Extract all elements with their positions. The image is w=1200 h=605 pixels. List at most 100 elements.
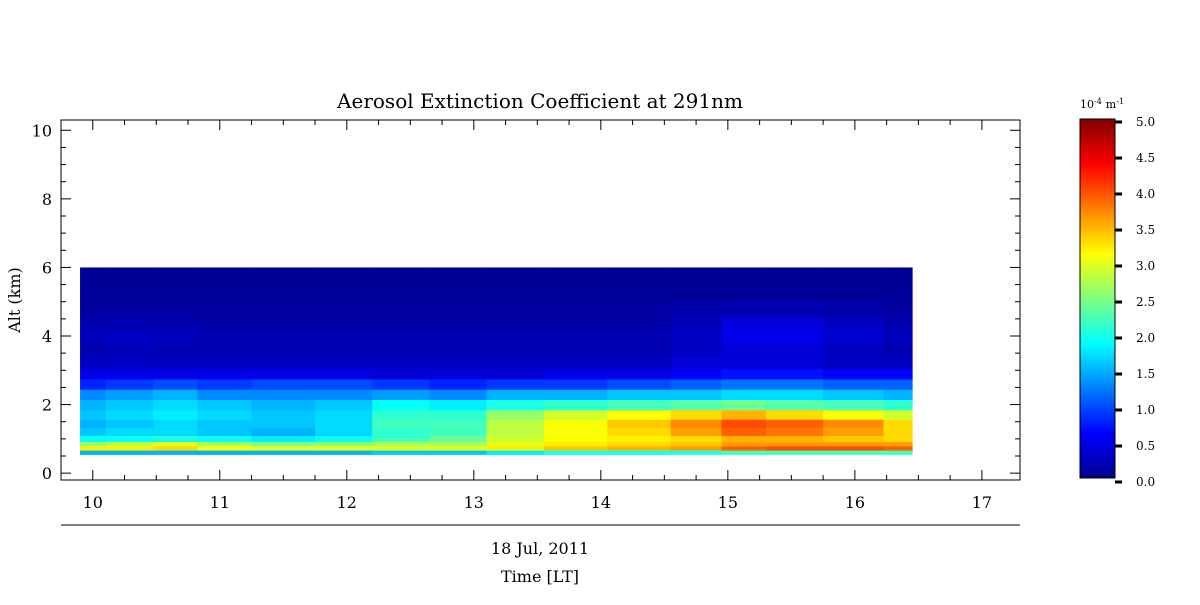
heatmap-cell (429, 445, 488, 451)
heatmap-cell (105, 378, 154, 390)
heatmap-cell (543, 300, 608, 318)
heatmap-cell (883, 409, 913, 420)
y-tick-label: 4 (42, 327, 52, 346)
heatmap-cell (153, 450, 199, 455)
heatmap-cell (823, 450, 885, 455)
heatmap-cell (765, 445, 824, 451)
heatmap-cell (429, 300, 488, 318)
heatmap-cell (315, 399, 373, 411)
heatmap-cell (372, 330, 430, 344)
heatmap-cell (197, 419, 253, 429)
heatmap-cell (883, 300, 913, 318)
heatmap-cell (315, 330, 373, 344)
heatmap-cell (80, 409, 107, 420)
heatmap-cell (543, 419, 608, 429)
heatmap-cell (429, 441, 488, 447)
heatmap-cell (251, 300, 316, 318)
heatmap-cell (372, 445, 430, 451)
heatmap-cell (670, 279, 723, 301)
heatmap-cell (251, 450, 316, 455)
heatmap-cell (883, 356, 913, 370)
heatmap-cell (543, 409, 608, 420)
heatmap-cell (607, 356, 672, 370)
heatmap-cell (543, 267, 608, 281)
y-tick-label: 10 (32, 121, 52, 140)
heatmap-cell (486, 317, 545, 332)
heatmap-cell (153, 317, 199, 332)
heatmap-cell (372, 409, 430, 420)
y-axis-label: Alt (km) (5, 267, 24, 334)
heatmap-cell (251, 389, 316, 401)
heatmap-cell (543, 445, 608, 451)
heatmap-cell (315, 356, 373, 370)
heatmap-cell (765, 409, 824, 420)
heatmap-cell (105, 330, 154, 344)
heatmap-cell (765, 399, 824, 411)
heatmap-cell (197, 409, 253, 420)
heatmap-cell (543, 279, 608, 301)
heatmap-cell (543, 450, 608, 455)
heatmap-cell (429, 389, 488, 401)
heatmap-cell (197, 356, 253, 370)
heatmap-cell (607, 409, 672, 420)
heatmap-cell (823, 279, 885, 301)
heatmap-cell (251, 378, 316, 390)
heatmap-cell (823, 378, 885, 390)
heatmap-cell (315, 427, 373, 437)
heatmap-cell (670, 267, 723, 281)
heatmap-cell (197, 389, 253, 401)
heatmap-cell (721, 300, 767, 318)
heatmap-cell (315, 368, 373, 380)
heatmap-cell (607, 330, 672, 344)
heatmap-cell (670, 399, 723, 411)
heatmap-cell (765, 419, 824, 429)
heatmap-cell (372, 300, 430, 318)
heatmap-cell (765, 267, 824, 281)
heatmap-cell (486, 399, 545, 411)
heatmap-cell (721, 389, 767, 401)
heatmap-cell (315, 317, 373, 332)
heatmap-field (80, 267, 913, 455)
heatmap-cell (765, 300, 824, 318)
heatmap-cell (883, 450, 913, 455)
heatmap-cell (80, 267, 107, 281)
heatmap-cell (105, 317, 154, 332)
heatmap-cell (372, 435, 430, 443)
heatmap-cell (486, 356, 545, 370)
heatmap-cell (765, 342, 824, 358)
heatmap-cell (823, 300, 885, 318)
heatmap-cell (823, 317, 885, 332)
heatmap-cell (153, 389, 199, 401)
heatmap-cell (197, 399, 253, 411)
heatmap-cell (765, 356, 824, 370)
colorbar-unit-m-exp: -1 (1116, 97, 1124, 106)
heatmap-cell (765, 378, 824, 390)
heatmap-cell (607, 279, 672, 301)
heatmap-cell (80, 330, 107, 344)
heatmap-cell (372, 419, 430, 429)
heatmap-cell (823, 419, 885, 429)
x-tick-label: 17 (972, 493, 992, 512)
heatmap-cell (883, 441, 913, 447)
heatmap-cell (607, 317, 672, 332)
colorbar-tick-label: 4.5 (1136, 151, 1155, 165)
heatmap-cell (105, 399, 154, 411)
heatmap-cell (80, 419, 107, 429)
heatmap-cell (823, 427, 885, 437)
heatmap-cell (883, 267, 913, 281)
heatmap-cell (823, 267, 885, 281)
heatmap-cell (153, 419, 199, 429)
heatmap-cell (823, 330, 885, 344)
heatmap-cell (883, 330, 913, 344)
heatmap-cell (883, 427, 913, 437)
heatmap-cell (251, 267, 316, 281)
heatmap-cell (105, 441, 154, 447)
heatmap-cell (429, 342, 488, 358)
colorbar-tick-label: 3.5 (1136, 223, 1155, 237)
x-tick-label: 10 (83, 493, 103, 512)
heatmap-cell (105, 409, 154, 420)
heatmap-cell (80, 389, 107, 401)
x-tick-label: 16 (845, 493, 865, 512)
